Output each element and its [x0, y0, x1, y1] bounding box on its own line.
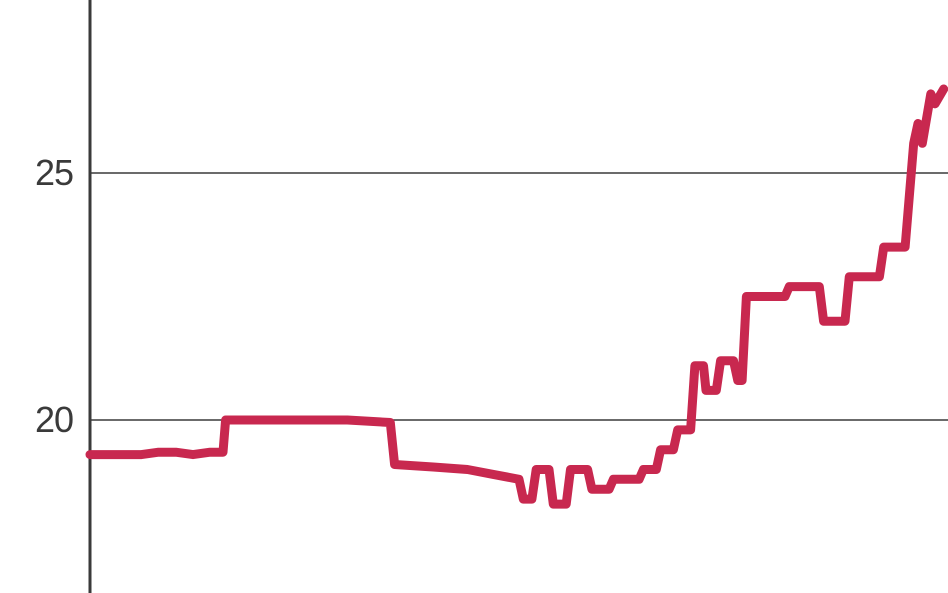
line-chart: 2025 [0, 0, 948, 593]
chart-svg [0, 0, 948, 593]
y-tick-label: 20 [35, 399, 73, 441]
y-tick-label: 25 [35, 152, 73, 194]
